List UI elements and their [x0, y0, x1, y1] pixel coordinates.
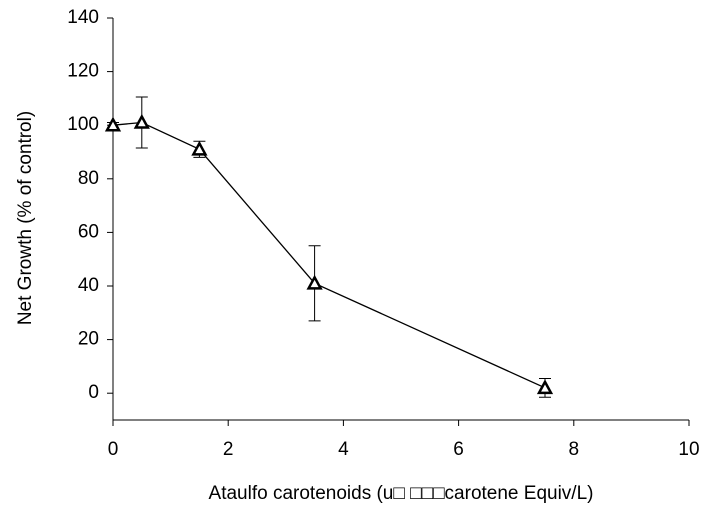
x-axis-label: Ataulfo carotenoids (u□ □□□carotene Equi…: [209, 483, 594, 504]
data-point: [536, 379, 554, 395]
data-point: [306, 274, 323, 290]
data-point: [104, 116, 122, 132]
y-tick-label: 20: [78, 329, 99, 350]
x-tick-label: 10: [678, 439, 699, 460]
data-point: [133, 113, 150, 129]
y-tick-label: 0: [88, 382, 99, 403]
x-tick-label: 6: [453, 439, 464, 460]
y-tick-label: 80: [78, 168, 99, 189]
x-tick-label: 0: [108, 439, 119, 460]
y-axis-label: Net Growth (% of control): [15, 111, 36, 325]
x-tick-label: 4: [338, 439, 349, 460]
x-tick-label: 2: [223, 439, 234, 460]
y-tick-label: 60: [78, 221, 99, 242]
data-point: [191, 140, 208, 156]
y-tick-label: 140: [67, 7, 99, 28]
y-tick-label: 120: [67, 61, 99, 82]
y-tick-label: 100: [67, 114, 99, 135]
x-tick-label: 8: [569, 439, 580, 460]
y-tick-label: 40: [78, 275, 99, 296]
data-line: [112, 121, 546, 389]
